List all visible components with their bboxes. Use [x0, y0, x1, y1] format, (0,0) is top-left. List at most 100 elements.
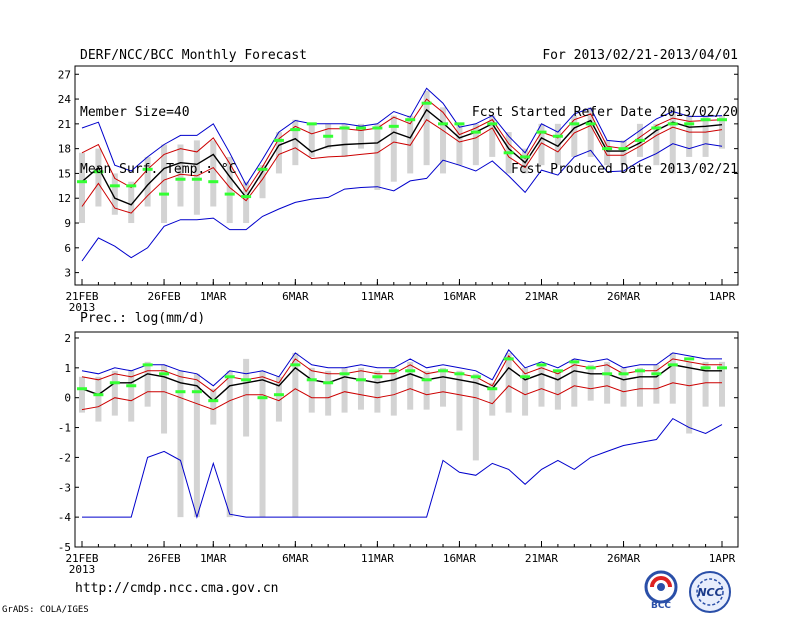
- ensemble-box: [686, 115, 693, 157]
- ensemble-box: [489, 382, 496, 416]
- ensemble-box: [653, 364, 660, 404]
- ensemble-box: [571, 115, 578, 157]
- source-url[interactable]: http://cmdp.ncc.cma.gov.cn: [75, 581, 279, 596]
- ensemble-box: [719, 115, 725, 149]
- ensemble-box: [472, 373, 479, 461]
- y-tick-label: 9: [64, 217, 71, 230]
- ensemble-box: [686, 361, 693, 434]
- ensemble-box: [440, 107, 447, 174]
- y-tick-label: -3: [58, 481, 71, 494]
- x-tick-label: 26FEB: [147, 290, 180, 303]
- x-tick-label: 16MAR: [443, 290, 476, 303]
- y-tick-label: 6: [64, 242, 71, 255]
- ensemble-box: [456, 123, 463, 166]
- variable-label: Mean Surf. Temp.: °C: [80, 162, 237, 177]
- start-refer-date: Fcst Started Refer Date 2013/02/20: [471, 105, 738, 120]
- series-mean: [81, 108, 723, 206]
- ensemble-box: [702, 361, 709, 407]
- ensemble-box: [210, 388, 217, 425]
- ensemble-box: [259, 165, 266, 199]
- x-tick-label: 1APR: [709, 290, 736, 303]
- ensemble-box: [620, 140, 627, 166]
- y-tick-label: 12: [58, 192, 71, 205]
- year-label: 2013: [69, 563, 96, 576]
- ensemble-box: [111, 370, 118, 416]
- x-tick-label: 21MAR: [525, 290, 558, 303]
- x-tick-label: 26MAR: [607, 552, 640, 565]
- ensemble-box: [669, 107, 676, 174]
- ensemble-box: [538, 364, 545, 407]
- x-tick-label: 26FEB: [147, 552, 180, 565]
- ensemble-box: [177, 370, 184, 518]
- ensemble-box: [128, 181, 135, 224]
- forecast-range: For 2013/02/21-2013/04/01: [542, 48, 738, 63]
- series-lower: [81, 382, 722, 411]
- y-tick-label: 27: [58, 68, 71, 81]
- ensemble-box: [292, 352, 299, 518]
- ensemble-box: [440, 367, 447, 407]
- series-max: [81, 349, 722, 387]
- series-upper: [81, 355, 722, 393]
- temperature-panel: 3 6 9 12 15 18 21 24 27 21FEB 26FEB 1MAR 6MAR 11MAR 16…: [58, 65, 739, 314]
- ensemble-box: [653, 123, 660, 166]
- ensemble-box: [719, 361, 725, 407]
- ensemble-box: [620, 367, 627, 407]
- ensemble-box: [193, 373, 200, 518]
- ensemble-box: [522, 148, 529, 174]
- ncc-logo-icon: NCC: [689, 571, 731, 613]
- ensemble-box: [308, 123, 315, 157]
- series-min: [82, 417, 723, 519]
- x-tick-label: 1MAR: [200, 290, 227, 303]
- series-min: [81, 143, 723, 262]
- bcc-logo-text: BCC: [651, 601, 671, 610]
- ensemble-box: [489, 115, 496, 157]
- year-label: 2013: [69, 301, 96, 314]
- y-tick-label: 2: [64, 332, 71, 345]
- y-tick-label: -5: [58, 541, 71, 554]
- ensemble-box: [226, 370, 233, 518]
- ensemble-box: [325, 370, 332, 416]
- ensemble-box: [275, 132, 282, 174]
- ensemble-box: [259, 370, 266, 518]
- x-tick-label: 21FEB: [65, 290, 98, 303]
- ensemble-box: [243, 181, 250, 224]
- y-tick-label: 21: [58, 118, 71, 131]
- panel-title: Prec.: log(mm/d): [80, 311, 205, 326]
- ensemble-box: [79, 376, 85, 413]
- ensemble-box: [587, 364, 594, 401]
- ensemble-box: [144, 361, 151, 407]
- ensemble-box: [456, 370, 463, 431]
- x-tick-label: 21MAR: [525, 552, 558, 565]
- plot-frame: [74, 331, 739, 548]
- ensemble-box: [95, 148, 102, 207]
- ensemble-box: [423, 370, 430, 410]
- ensemble-box: [522, 367, 529, 416]
- ensemble-box: [292, 119, 299, 166]
- ensemble-box: [357, 367, 364, 410]
- ensemble-box: [604, 361, 611, 404]
- ensemble-box: [604, 140, 611, 166]
- series-mean: [81, 364, 722, 402]
- ensemble-box: [472, 123, 479, 166]
- x-tick-label: 11MAR: [361, 290, 394, 303]
- ensemble-box: [505, 352, 512, 413]
- y-tick-label: 3: [64, 267, 71, 280]
- plot-frame: [74, 65, 739, 286]
- ensemble-box: [177, 144, 184, 207]
- x-tick-label: 1APR: [709, 552, 736, 565]
- grads-credit: GrADS: COLA/IGES: [2, 605, 89, 615]
- y-tick-label: -2: [58, 451, 71, 464]
- ensemble-box: [111, 173, 118, 215]
- ensemble-box: [210, 140, 217, 207]
- ensemble-box: [144, 156, 151, 207]
- ensemble-box: [374, 123, 381, 190]
- ensemble-box: [79, 152, 85, 224]
- y-tick-label: 15: [58, 167, 71, 180]
- x-tick-label: 21FEB: [65, 552, 98, 565]
- series-max: [81, 87, 723, 187]
- y-tick-label: -4: [58, 511, 72, 524]
- x-tick-label: 6MAR: [282, 552, 309, 565]
- ensemble-box: [407, 361, 414, 410]
- x-tick-label: 16MAR: [443, 552, 476, 565]
- ensemble-box: [95, 376, 102, 422]
